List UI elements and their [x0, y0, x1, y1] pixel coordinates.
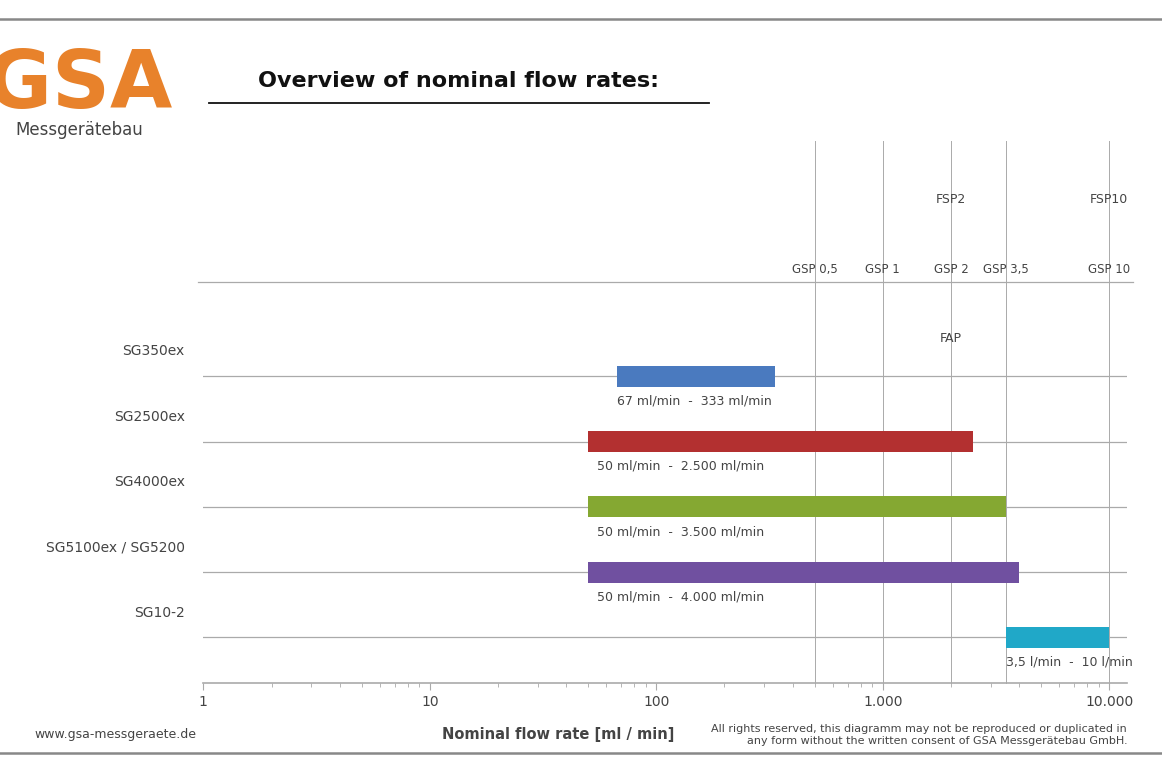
Text: www.gsa-messgeraete.de: www.gsa-messgeraete.de: [35, 729, 196, 741]
Text: All rights reserved, this diagramm may not be reproduced or duplicated in
any fo: All rights reserved, this diagramm may n…: [711, 724, 1127, 746]
Bar: [1006, 627, 1110, 648]
Text: SG10-2: SG10-2: [134, 606, 185, 620]
Text: FAP: FAP: [940, 333, 962, 346]
Text: 50 ml/min  -  3.500 ml/min: 50 ml/min - 3.500 ml/min: [597, 525, 765, 538]
Text: 50 ml/min  -  4.000 ml/min: 50 ml/min - 4.000 ml/min: [597, 591, 765, 604]
Text: Messgerätebau: Messgerätebau: [15, 120, 143, 139]
Text: Nominal flow rate [ml / min]: Nominal flow rate [ml / min]: [442, 727, 674, 743]
Text: 50 ml/min  -  2.500 ml/min: 50 ml/min - 2.500 ml/min: [597, 460, 765, 472]
Bar: [588, 562, 1019, 583]
Text: GSP 0,5: GSP 0,5: [791, 262, 838, 276]
Text: GSP 1: GSP 1: [866, 262, 901, 276]
Text: FSP2: FSP2: [935, 193, 966, 206]
Text: SG4000ex: SG4000ex: [114, 475, 185, 489]
Text: FSP10: FSP10: [1090, 193, 1128, 206]
Bar: [617, 366, 775, 387]
Text: 67 ml/min  -  333 ml/min: 67 ml/min - 333 ml/min: [617, 394, 772, 408]
Text: SG350ex: SG350ex: [123, 344, 185, 358]
Text: SG5100ex / SG5200: SG5100ex / SG5200: [45, 540, 185, 554]
Text: GSP 2: GSP 2: [933, 262, 968, 276]
Bar: [588, 431, 973, 452]
Text: 3,5 l/min  -  10 l/min: 3,5 l/min - 10 l/min: [1006, 655, 1133, 669]
Bar: [588, 496, 1006, 517]
Text: Overview of nominal flow rates:: Overview of nominal flow rates:: [258, 71, 660, 91]
Text: SG2500ex: SG2500ex: [114, 410, 185, 424]
Text: GSP 10: GSP 10: [1088, 262, 1131, 276]
Text: GSP 3,5: GSP 3,5: [983, 262, 1028, 276]
Text: GSA: GSA: [0, 47, 172, 126]
